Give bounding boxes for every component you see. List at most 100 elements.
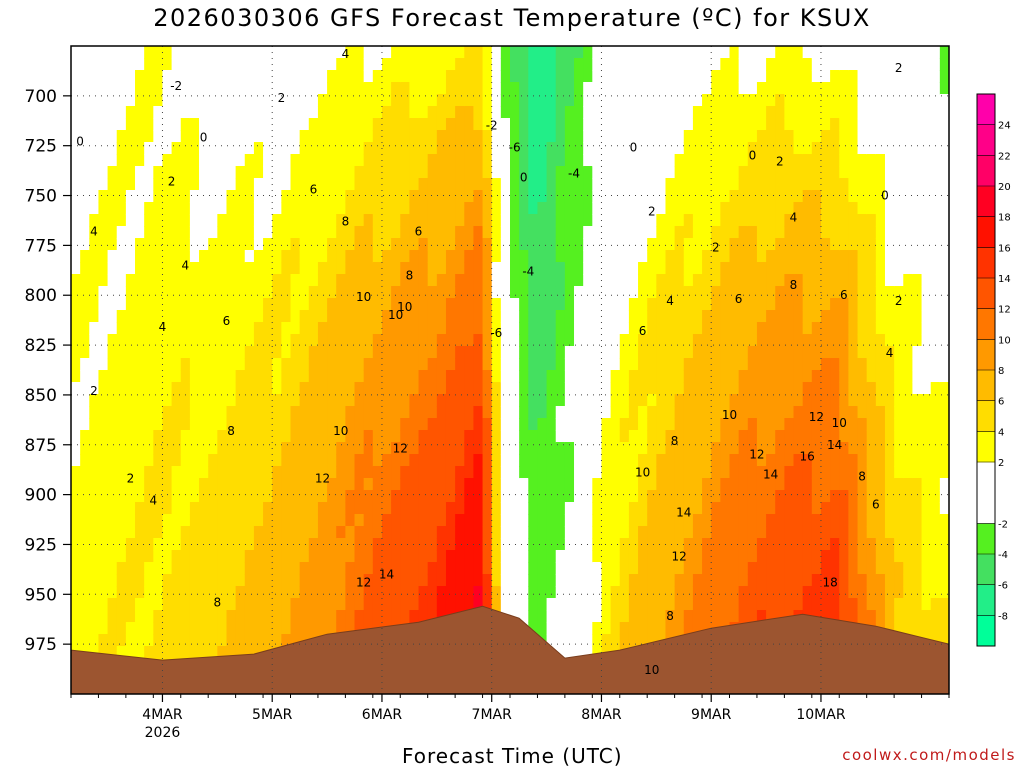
field-cell: [656, 622, 667, 635]
field-cell: [427, 538, 438, 551]
field-cell: [875, 250, 886, 263]
field-cell: [327, 262, 337, 275]
field-cell: [638, 334, 648, 347]
field-cell: [162, 298, 173, 311]
field-cell: [729, 478, 740, 491]
field-cell: [537, 526, 548, 539]
field-cell: [144, 82, 154, 95]
field-cell: [702, 118, 712, 131]
field-cell: [848, 334, 859, 347]
field-cell: [116, 466, 127, 479]
field-cell: [180, 358, 191, 371]
field-cell: [711, 118, 721, 131]
field-cell: [153, 562, 164, 575]
field-cell: [784, 466, 795, 479]
field-cell: [574, 70, 584, 83]
field-cell: [199, 46, 209, 59]
field-cell: [482, 562, 493, 575]
field-cell: [820, 394, 831, 407]
field-cell: [272, 358, 282, 371]
field-cell: [482, 82, 493, 95]
field-cell: [848, 586, 859, 599]
field-cell: [436, 514, 447, 527]
field-cell: [830, 550, 840, 563]
field-cell: [894, 334, 904, 347]
field-cell: [610, 262, 621, 275]
field-cell: [555, 262, 566, 275]
field-cell: [208, 178, 218, 191]
field-cell: [537, 178, 548, 191]
field-cell: [199, 106, 209, 119]
field-cell: [162, 490, 173, 503]
field-cell: [171, 130, 182, 143]
field-cell: [372, 274, 383, 287]
field-cell: [656, 190, 667, 203]
field-cell: [875, 430, 886, 443]
field-cell: [537, 562, 548, 575]
field-cell: [519, 574, 529, 587]
field-cell: [903, 490, 914, 503]
field-cell: [98, 118, 109, 131]
field-cell: [628, 574, 639, 587]
field-cell: [592, 94, 603, 107]
field-cell: [153, 574, 164, 587]
field-cell: [857, 454, 868, 467]
field-cell: [866, 466, 877, 479]
field-cell: [601, 634, 612, 647]
field-cell: [299, 562, 310, 575]
field-cell: [775, 118, 785, 131]
field-cell: [107, 382, 118, 395]
field-cell: [345, 94, 356, 107]
field-cell: [354, 166, 365, 179]
field-cell: [839, 322, 849, 335]
field-cell: [208, 466, 218, 479]
field-cell: [226, 394, 237, 407]
field-cell: [875, 310, 886, 323]
field-cell: [345, 130, 356, 143]
field-cell: [574, 358, 584, 371]
field-cell: [482, 418, 493, 431]
field-cell: [674, 130, 685, 143]
field-cell: [272, 610, 282, 623]
field-cell: [546, 406, 557, 419]
field-cell: [656, 178, 667, 191]
field-cell: [619, 286, 630, 299]
field-cell: [226, 310, 237, 323]
field-cell: [208, 322, 218, 335]
field-cell: [464, 214, 475, 227]
field-cell: [144, 646, 154, 659]
field-cell: [455, 394, 465, 407]
field-cell: [766, 310, 776, 323]
field-cell: [381, 226, 392, 239]
field-cell: [189, 46, 200, 59]
field-cell: [546, 58, 557, 71]
field-cell: [272, 382, 282, 395]
field-cell: [80, 274, 90, 287]
field-cell: [98, 622, 109, 635]
field-cell: [756, 514, 767, 527]
field-cell: [747, 562, 758, 575]
field-cell: [290, 478, 301, 491]
field-cell: [802, 190, 813, 203]
field-cell: [464, 130, 475, 143]
field-cell: [583, 190, 593, 203]
field-cell: [464, 550, 475, 563]
field-cell: [98, 238, 109, 251]
field-cell: [491, 46, 502, 59]
field-cell: [363, 370, 374, 383]
field-cell: [455, 310, 465, 323]
field-cell: [144, 334, 154, 347]
field-cell: [510, 118, 520, 131]
field-cell: [336, 610, 346, 623]
field-cell: [638, 406, 648, 419]
field-cell: [720, 262, 731, 275]
field-cell: [683, 130, 694, 143]
field-cell: [89, 358, 100, 371]
field-cell: [784, 298, 795, 311]
field-cell: [354, 82, 365, 95]
field-cell: [766, 478, 776, 491]
field-cell: [263, 142, 273, 155]
field-cell: [171, 622, 182, 635]
field-cell: [107, 334, 118, 347]
field-cell: [528, 166, 539, 179]
